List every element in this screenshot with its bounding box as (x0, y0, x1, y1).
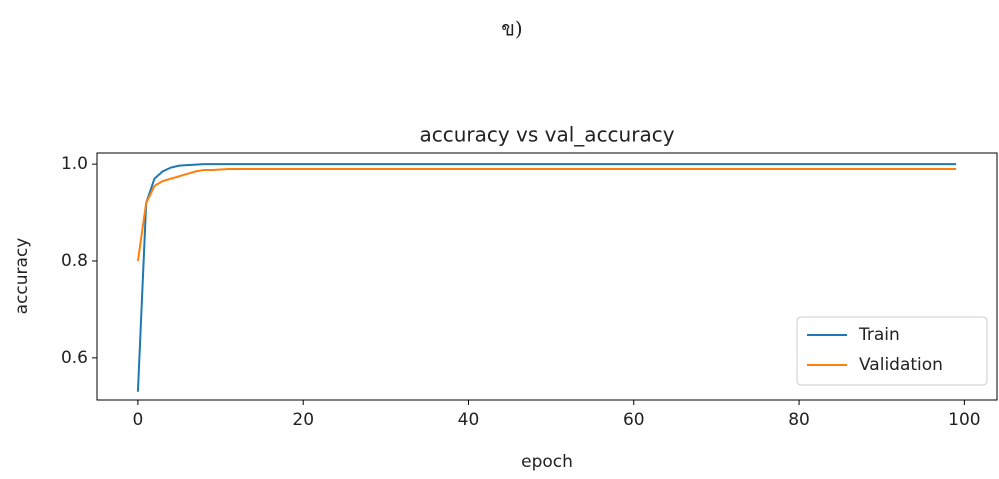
chart: ข) accuracy vs val_accuracy epoch accura… (0, 0, 999, 475)
x-tick-label: 100 (948, 410, 980, 430)
y-tick-label: 0.8 (61, 251, 88, 271)
x-axis-label: epoch (521, 452, 573, 472)
chart-title: accuracy vs val_accuracy (419, 123, 674, 147)
legend-label: Validation (859, 355, 943, 375)
x-tick-label: 20 (292, 410, 314, 430)
figure-label: ข) (501, 17, 522, 41)
legend-label: Train (858, 325, 900, 345)
x-tick-label: 80 (788, 410, 810, 430)
y-tick-label: 0.6 (61, 348, 88, 368)
y-axis-label: accuracy (12, 238, 32, 315)
x-tick-label: 60 (623, 410, 645, 430)
line-series (138, 169, 956, 261)
y-tick-label: 1.0 (61, 154, 88, 174)
x-tick-label: 40 (458, 410, 480, 430)
x-tick-label: 0 (132, 410, 143, 430)
